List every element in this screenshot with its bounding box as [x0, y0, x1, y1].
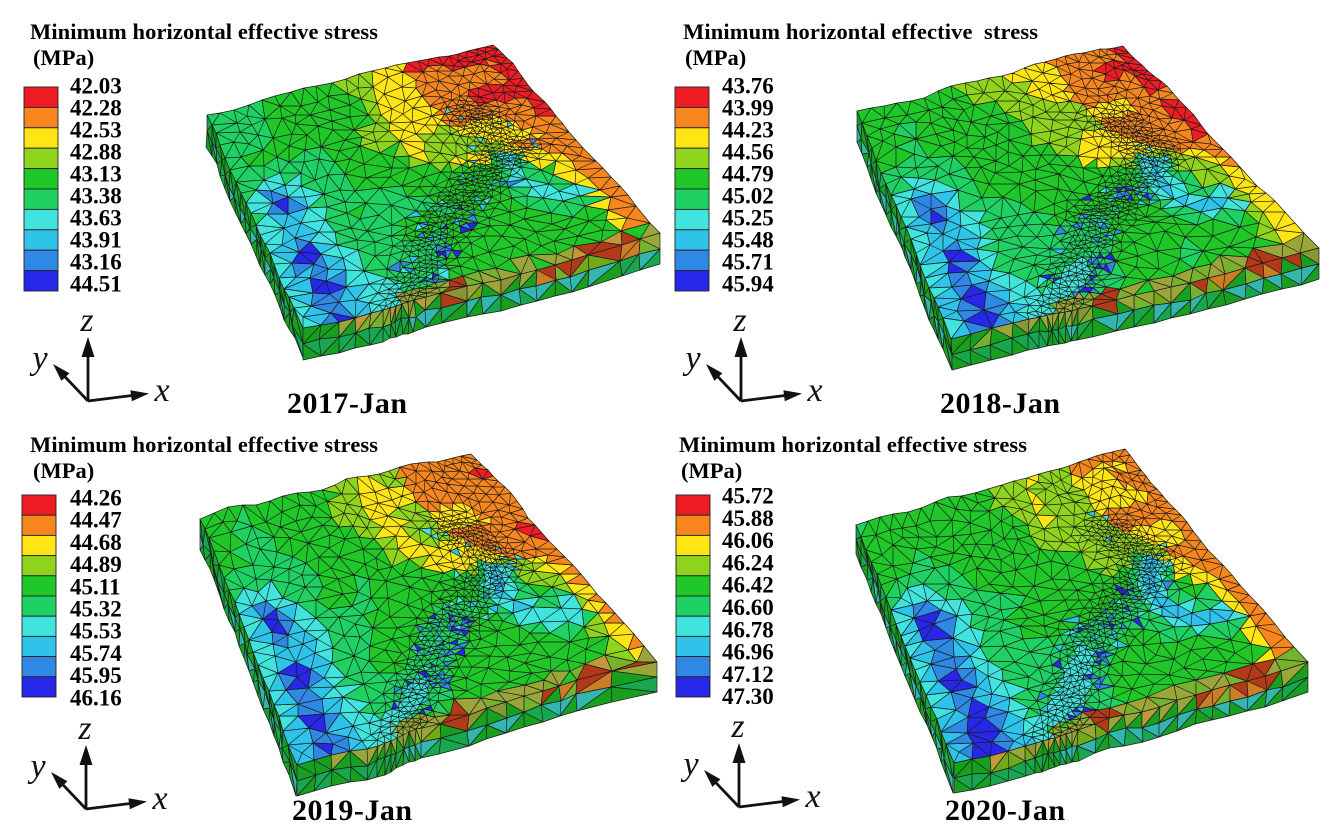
svg-text:(MPa): (MPa) [685, 45, 746, 70]
svg-text:45.11: 45.11 [70, 574, 120, 599]
svg-text:42.03: 42.03 [70, 74, 122, 99]
svg-text:44.68: 44.68 [70, 530, 122, 555]
svg-text:46.42: 46.42 [722, 573, 774, 598]
svg-text:45.71: 45.71 [722, 250, 774, 275]
svg-text:45.32: 45.32 [70, 597, 122, 622]
svg-text:47.12: 47.12 [722, 662, 774, 687]
svg-text:44.26: 44.26 [70, 486, 122, 511]
svg-text:46.16: 46.16 [70, 685, 122, 710]
svg-text:45.74: 45.74 [70, 641, 122, 666]
svg-text:44.23: 44.23 [722, 118, 774, 143]
svg-text:43.91: 43.91 [70, 228, 122, 253]
svg-text:42.28: 42.28 [70, 96, 122, 121]
svg-text:43.13: 43.13 [70, 162, 122, 187]
svg-text:43.38: 43.38 [70, 184, 122, 209]
svg-text:43.63: 43.63 [70, 206, 122, 231]
svg-text:Minimum horizontal effective s: Minimum horizontal effective stress [679, 432, 1027, 457]
svg-text:44.47: 44.47 [70, 508, 122, 533]
svg-text:44.79: 44.79 [722, 162, 774, 187]
svg-text:43.99: 43.99 [722, 96, 774, 121]
svg-text:46.60: 46.60 [722, 595, 774, 620]
svg-text:Minimum horizontal effective: Minimum horizontal effective stress [683, 19, 1038, 44]
svg-text:42.88: 42.88 [70, 140, 122, 165]
svg-text:(MPa): (MPa) [33, 458, 94, 483]
svg-text:46.78: 46.78 [722, 617, 774, 642]
svg-text:2018-Jan: 2018-Jan [940, 387, 1060, 420]
svg-text:45.48: 45.48 [722, 228, 774, 253]
svg-text:Minimum horizontal effective s: Minimum horizontal effective stress [30, 432, 378, 457]
svg-text:45.94: 45.94 [722, 272, 774, 297]
svg-text:45.88: 45.88 [722, 506, 774, 531]
svg-text:42.53: 42.53 [70, 118, 122, 143]
svg-text:44.51: 44.51 [70, 272, 122, 297]
svg-text:2019-Jan: 2019-Jan [292, 794, 412, 827]
svg-text:(MPa): (MPa) [33, 45, 94, 70]
svg-text:45.25: 45.25 [722, 206, 774, 231]
svg-text:2020-Jan: 2020-Jan [945, 794, 1065, 827]
svg-text:45.53: 45.53 [70, 619, 122, 644]
svg-text:44.89: 44.89 [70, 552, 122, 577]
svg-text:(MPa): (MPa) [681, 458, 742, 483]
svg-text:43.76: 43.76 [722, 74, 774, 99]
svg-text:47.30: 47.30 [722, 684, 774, 709]
svg-text:46.06: 46.06 [722, 528, 774, 553]
svg-text:Minimum horizontal effective s: Minimum horizontal effective stress [30, 19, 378, 44]
svg-text:43.16: 43.16 [70, 250, 122, 275]
svg-text:2017-Jan: 2017-Jan [287, 387, 407, 420]
svg-text:46.96: 46.96 [722, 640, 774, 665]
svg-text:44.56: 44.56 [722, 140, 774, 165]
svg-text:45.02: 45.02 [722, 184, 774, 209]
svg-text:45.72: 45.72 [722, 484, 774, 509]
svg-text:46.24: 46.24 [722, 550, 774, 575]
svg-text:45.95: 45.95 [70, 663, 122, 688]
